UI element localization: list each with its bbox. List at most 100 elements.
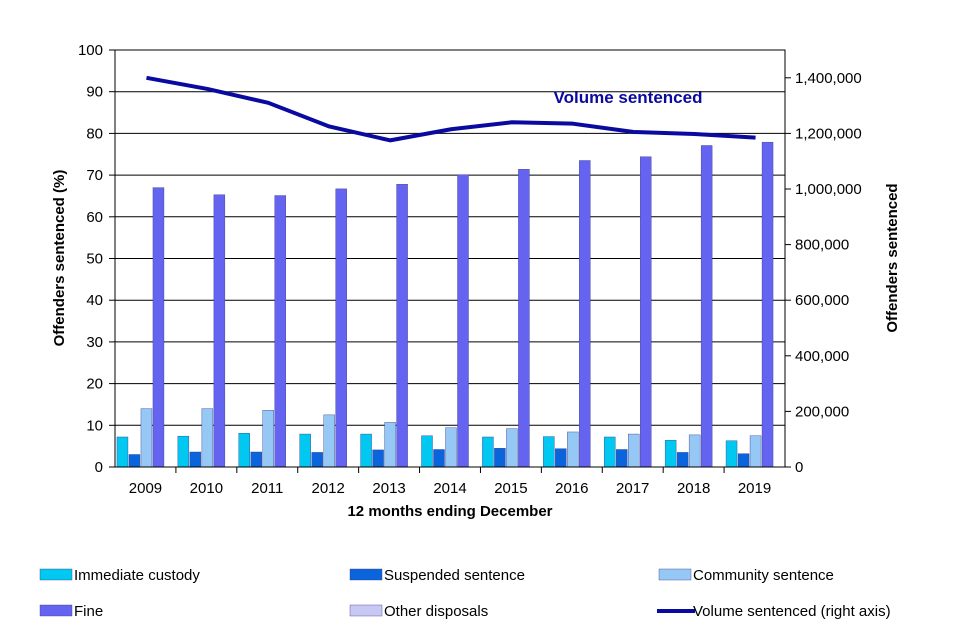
y-tick-label-right: 400,000 (795, 348, 849, 365)
bar-immediate-custody (725, 440, 738, 468)
y-tick-label-right: 800,000 (795, 237, 849, 254)
bar-suspended-sentence (311, 452, 323, 468)
bar-community-sentence (567, 431, 579, 468)
legend-label-fine: Fine (74, 603, 103, 620)
y-ticks-left: 0 10 20 30 40 50 60 70 80 90 100 (78, 42, 103, 476)
bar-suspended-sentence (555, 448, 567, 468)
y-ticks-right: 0 200,000 400,000 600,000 800,000 1,000,000 1,… (795, 70, 862, 476)
y-tick-label-left: 20 (86, 376, 103, 393)
x-tick-label: 2012 (311, 480, 344, 497)
x-tick-label: 2017 (616, 480, 649, 497)
plot-frame (114, 49, 786, 468)
x-tick-label: 2014 (433, 480, 466, 497)
y-tick-label-right: 200,000 (795, 403, 849, 420)
x-tick-label: 2018 (677, 480, 710, 497)
bar-immediate-custody (299, 433, 311, 468)
bar-fine (761, 141, 774, 468)
x-tick-label: 2013 (372, 480, 405, 497)
bars (116, 141, 774, 468)
y-tick-label-left: 60 (86, 209, 103, 226)
bar-immediate-custody (116, 436, 129, 468)
bar-fine (213, 194, 226, 468)
legend-swatch-fine (39, 604, 73, 617)
bar-fine (579, 160, 591, 468)
legend-swatch-other-disposals (349, 604, 383, 617)
bar-suspended-sentence (494, 448, 506, 468)
y-tick-label-left: 90 (86, 84, 103, 101)
legend-label-volume-sentenced-right-axis-: Volume sentenced (right axis) (693, 603, 891, 620)
volume-line-layer (146, 75, 756, 143)
legend-swatch-suspended-sentence (349, 568, 383, 581)
bar-suspended-sentence (433, 449, 445, 468)
y-tick-label-left: 10 (86, 417, 103, 434)
bar-immediate-custody (360, 433, 372, 468)
y-tick-label-left: 70 (86, 167, 103, 184)
axes (109, 49, 791, 473)
bar-fine (518, 169, 530, 468)
y-axis-title-right: Offenders sentenced (884, 183, 901, 332)
y-tick-label-right: 600,000 (795, 292, 849, 309)
gridlines (115, 91, 785, 426)
bar-community-sentence (628, 433, 640, 468)
legend-label-other-disposals: Other disposals (384, 603, 488, 620)
legend-label-community-sentence: Community sentence (693, 567, 834, 584)
y-tick-label-left: 40 (86, 292, 103, 309)
bar-immediate-custody (177, 435, 190, 468)
bar-community-sentence (262, 410, 274, 468)
y-tick-label-left: 100 (78, 42, 103, 59)
bar-suspended-sentence (737, 453, 750, 468)
y-axis-title-left: Offenders sentenced (%) (51, 170, 68, 347)
y-tick-label-right: 1,200,000 (795, 125, 862, 142)
bar-community-sentence (506, 428, 518, 468)
bar-fine (700, 145, 713, 468)
x-ticks: 2009 2010 2011 2012 2013 2014 2015 2016 2017 2018… (129, 480, 771, 497)
y-tick-label-right: 1,400,000 (795, 70, 862, 87)
bar-community-sentence (688, 434, 701, 468)
bar-community-sentence (323, 414, 335, 468)
x-tick-label: 2015 (494, 480, 527, 497)
bar-immediate-custody (543, 436, 555, 468)
bar-immediate-custody (421, 435, 433, 468)
volume-annotation: Volume sentenced (554, 88, 703, 107)
y-tick-label-left: 80 (86, 125, 103, 142)
bar-fine (335, 188, 347, 468)
x-tick-label: 2010 (190, 480, 223, 497)
bar-suspended-sentence (372, 449, 384, 468)
bar-fine (396, 184, 408, 468)
bar-immediate-custody (664, 440, 677, 468)
legend-swatch-immediate-custody (39, 568, 73, 581)
y-tick-label-left: 50 (86, 251, 103, 268)
x-tick-label: 2019 (738, 480, 771, 497)
bar-community-sentence (140, 408, 153, 468)
x-tick-label: 2016 (555, 480, 588, 497)
y-tick-label-right: 0 (795, 459, 803, 476)
bar-immediate-custody (482, 436, 494, 468)
bar-suspended-sentence (616, 449, 628, 468)
y-tick-label-right: 1,000,000 (795, 181, 862, 198)
bar-fine (274, 195, 286, 468)
legend-swatch-community-sentence (658, 568, 692, 581)
bar-suspended-sentence (250, 451, 262, 468)
volume-sentenced-line (146, 75, 756, 143)
legend-label-suspended-sentence: Suspended sentence (384, 567, 525, 584)
y-tick-label-left: 0 (95, 459, 103, 476)
bar-fine (457, 174, 469, 468)
x-tick-label: 2009 (129, 480, 162, 497)
bar-suspended-sentence (676, 452, 689, 468)
legend-label-immediate-custody: Immediate custody (74, 567, 200, 584)
bar-community-sentence (445, 427, 457, 468)
x-tick-label: 2011 (251, 480, 283, 497)
bar-immediate-custody (238, 433, 250, 468)
bar-community-sentence (749, 435, 762, 468)
legend: Immediate custody Suspended sentence Commu… (39, 567, 891, 620)
bar-suspended-sentence (189, 451, 202, 468)
bar-suspended-sentence (128, 454, 141, 468)
x-axis-title: 12 months ending December (347, 503, 552, 520)
bar-community-sentence (384, 422, 396, 468)
bar-fine (152, 187, 165, 468)
bar-immediate-custody (604, 436, 616, 468)
bar-fine (640, 156, 652, 468)
y-tick-label-left: 30 (86, 334, 103, 351)
bar-community-sentence (201, 408, 214, 468)
